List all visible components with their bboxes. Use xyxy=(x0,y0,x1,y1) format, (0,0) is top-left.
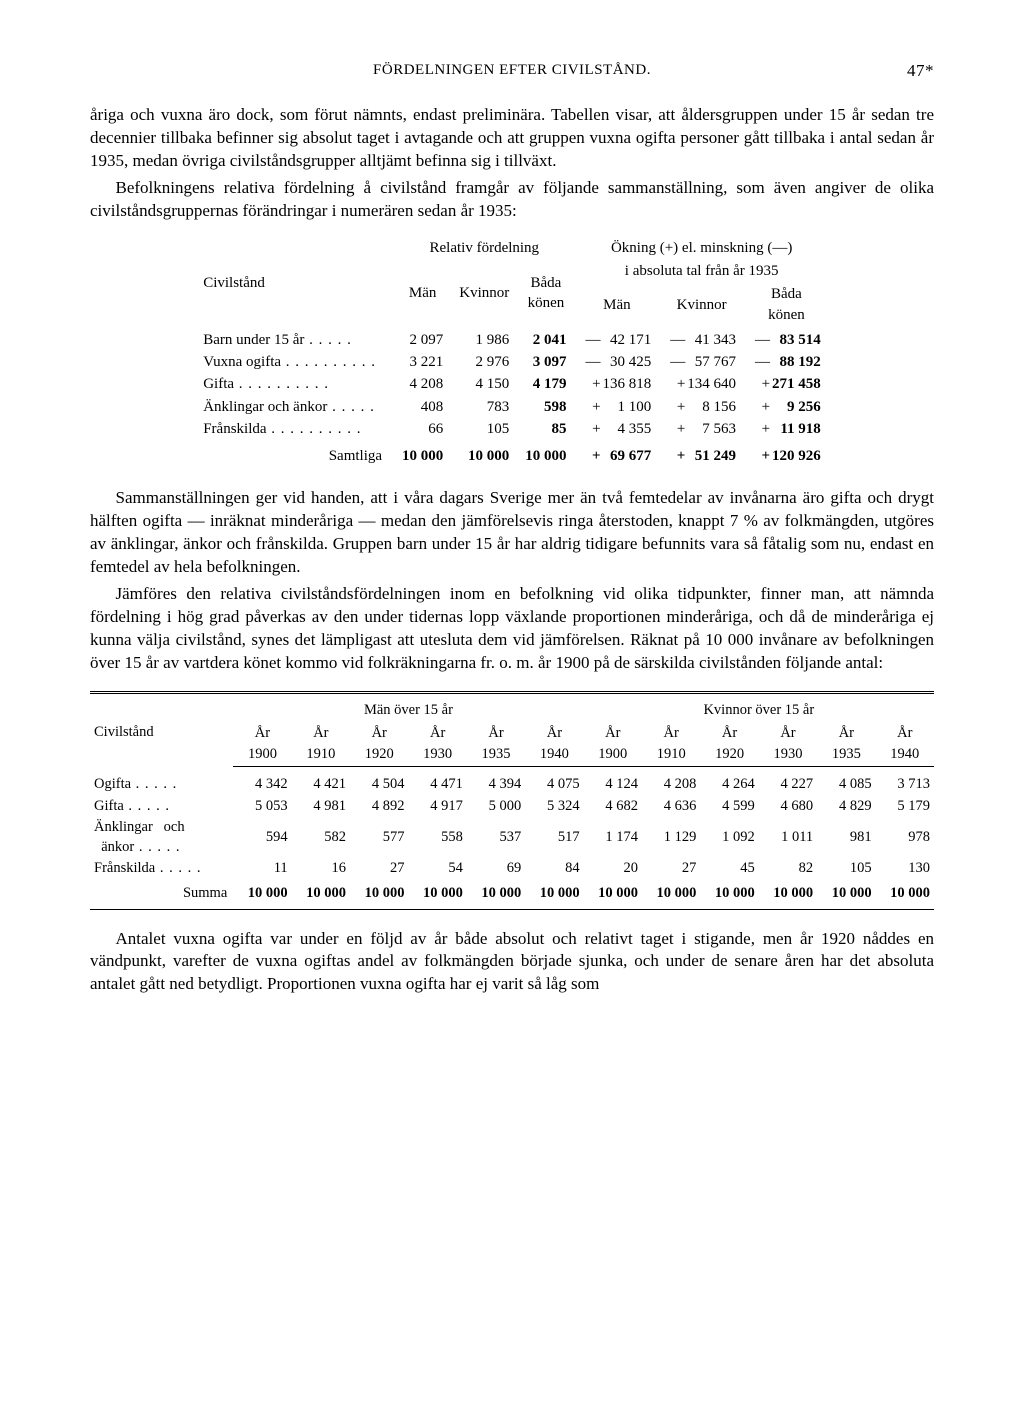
table-years-wrapper: Civilstånd Män över 15 år Kvinnor över 1… xyxy=(90,691,934,910)
table-years: Civilstånd Män över 15 år Kvinnor över 1… xyxy=(90,700,934,905)
table-row: Frånskilda 111627546984 20274582105130 xyxy=(90,858,934,880)
table-row: Frånskilda 66 105 85 +4 355 +7 563 +11 9… xyxy=(195,418,829,440)
paragraph-3: Sammanställningen ger vid handen, att i … xyxy=(90,487,934,579)
table-row: Gifta 4 208 4 150 4 179 +136 818 +134 64… xyxy=(195,373,829,395)
table-sum-row: Summa 10 00010 00010 00010 00010 00010 0… xyxy=(90,880,934,905)
t1-sub-a2: Bådakönen xyxy=(517,260,574,329)
t1-sub-a1: Kvinnor xyxy=(451,260,517,329)
t1-sub-b1: Kvinnor xyxy=(659,283,744,329)
t1-sub-b2: Bådakönen xyxy=(744,283,829,329)
table-row: Vuxna ogifta 3 221 2 976 3 097 —30 425 —… xyxy=(195,351,829,373)
table-row: Änklingar och änkor 408 783 598 +1 100 +… xyxy=(195,396,829,418)
page-number: 47* xyxy=(907,60,934,83)
paragraph-5: Antalet vuxna ogifta var under en följd … xyxy=(90,928,934,997)
t1-group-b2: i absoluta tal från år 1935 xyxy=(575,260,829,283)
t2-group-k: Kvinnor över 15 år xyxy=(584,700,934,723)
table-row: Änklingar och änkor 594582577558537517 1… xyxy=(90,817,934,858)
running-header: FÖRDELNINGEN EFTER CIVILSTÅND. 47* xyxy=(90,60,934,80)
table-row: Gifta 5 0534 9814 8924 9175 0005 324 4 6… xyxy=(90,796,934,818)
t1-sub-b0: Män xyxy=(575,283,660,329)
running-title: FÖRDELNINGEN EFTER CIVILSTÅND. xyxy=(373,62,651,78)
paragraph-4: Jämföres den relativa civilståndsfördeln… xyxy=(90,583,934,675)
table-row: Barn under 15 år 2 097 1 986 2 041 —42 1… xyxy=(195,329,829,351)
paragraph-1: åriga och vuxna äro dock, som förut nämn… xyxy=(90,104,934,173)
t1-sub-a0: Män xyxy=(394,260,451,329)
table-row: Ogifta 4 3424 4214 5044 4714 3944 075 4 … xyxy=(90,774,934,796)
t1-group-b1: Ökning (+) el. minskning (—) xyxy=(575,237,829,260)
paragraph-2: Befolkningens relativa fördelning å civi… xyxy=(90,177,934,223)
t1-group-a: Relativ fördelning xyxy=(394,237,575,260)
t2-rowheader: Civilstånd xyxy=(90,700,233,766)
t1-rowheader: Civilstånd xyxy=(195,237,394,329)
t2-group-m: Män över 15 år xyxy=(233,700,583,723)
table-relative-distribution: Civilstånd Relativ fördelning Ökning (+)… xyxy=(195,237,829,468)
table-sum-row: Samtliga 10 000 10 000 10 000 +69 677 +5… xyxy=(195,440,829,467)
